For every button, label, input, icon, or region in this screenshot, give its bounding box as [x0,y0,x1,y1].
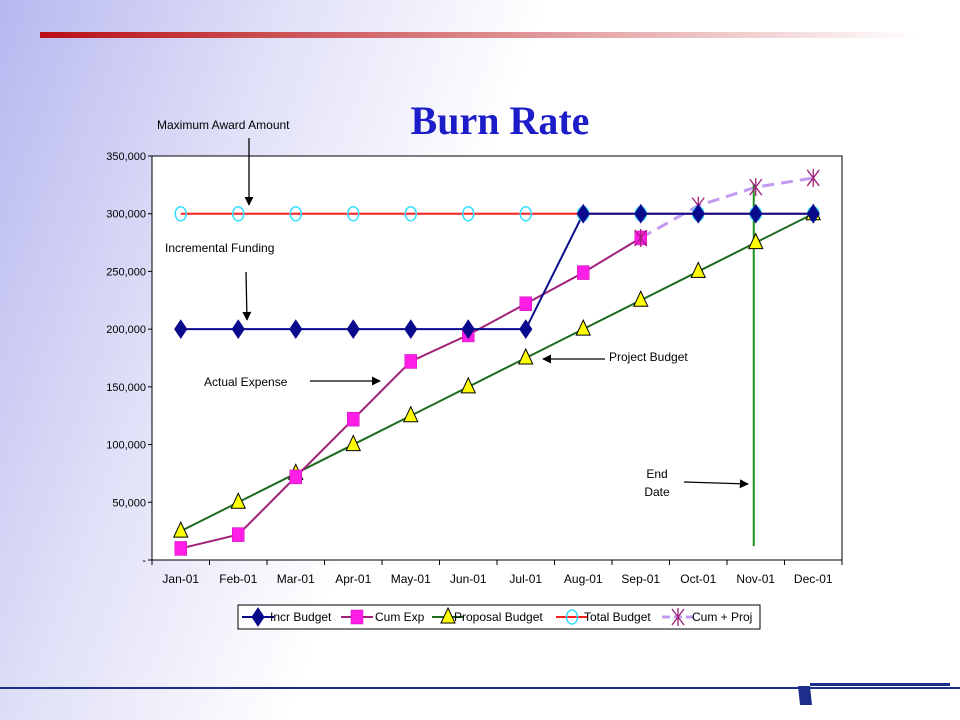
y-tick-label-350000: 350,000 [106,151,146,163]
point-cum-exp-jul-01 [519,296,532,311]
point-cum-proj-sep-01 [634,228,648,247]
point-incr-budget-may-01 [404,319,418,340]
point-proposal-budget-aug-01 [575,318,592,336]
annotation-end-date-line1: End [646,467,667,481]
point-proposal-budget-jun-01 [460,376,477,394]
point-cum-exp-jan-01 [174,541,187,556]
legend-marker-proposal-budget [440,606,456,624]
top-accent-bar [40,32,920,38]
y-tick-label-300000: 300,000 [106,209,146,221]
point-incr-budget-oct-01 [691,203,705,224]
point-incr-budget-aug-01 [576,203,590,224]
y-tick-label-150000: 150,000 [106,382,146,394]
legend-label-proposal-budget: Proposal Budget [454,610,543,624]
arrow-incremental-funding [242,271,252,321]
legend-marker-cum-exp [350,609,364,625]
x-tick-label-oct-01: Oct-01 [680,572,716,586]
slide-title: Burn Rate [411,98,590,143]
legend-label-cum-proj: Cum + Proj [692,610,752,624]
x-tick-label-mar-01: Mar-01 [277,572,315,586]
point-proposal-budget-feb-01 [230,492,247,509]
point-total-budget-apr-01 [347,205,360,222]
legend-marker-total-budget [565,609,579,625]
point-incr-budget-feb-01 [231,319,245,340]
point-proposal-budget-jan-01 [172,520,189,538]
y-axis: - 50,000 100,000 150,000 200,000 250,000 300,0… [106,151,152,567]
x-tick-label-jan-01: Jan-01 [162,572,199,586]
point-incr-budget-jun-01 [461,319,475,340]
series-line-proposal-budget [180,212,814,533]
point-incr-budget-nov-01 [749,203,763,224]
point-proposal-budget-oct-01 [690,261,707,278]
plot-area [151,155,843,561]
point-proposal-budget-sep-01 [632,290,649,307]
y-tick-label-50000: 50,000 [112,497,146,509]
point-cum-exp-feb-01 [232,527,245,542]
x-tick-label-apr-01: Apr-01 [335,572,371,586]
point-incr-budget-jul-01 [519,319,533,340]
x-tick-label-sep-01: Sep-01 [621,572,660,586]
legend-label-total-budget: Total Budget [584,610,651,624]
arrow-end-date [683,479,749,489]
x-tick-label-jul-01: Jul-01 [509,572,542,586]
legend-label-incr-budget: Incr Budget [270,610,332,624]
point-incr-budget-dec-01 [806,203,820,224]
legend-label-cum-exp: Cum Exp [375,610,425,624]
markers-layer [172,168,822,556]
point-incr-budget-mar-01 [289,319,303,340]
point-total-budget-may-01 [404,205,417,222]
point-total-budget-jun-01 [462,205,475,222]
legend-marker-incr-budget [251,607,265,627]
legend-box [237,604,761,630]
bottom-logo-mark [798,683,950,705]
point-total-budget-mar-01 [289,205,302,222]
annotation-max-award: Maximum Award Amount [157,118,290,132]
point-total-budget-jan-01 [174,205,187,222]
annotation-end-date-line2: Date [644,485,670,499]
y-tick-label-0: - [142,555,146,567]
x-tick-label-feb-01: Feb-01 [219,572,257,586]
chart-legend: Incr Budget Cum Exp Proposal Budget Total B… [237,604,761,630]
point-cum-exp-may-01 [404,354,417,369]
x-tick-label-may-01: May-01 [391,572,431,586]
annotation-incremental-funding: Incremental Funding [165,241,274,255]
point-proposal-budget-apr-01 [345,434,362,452]
point-proposal-budget-nov-01 [747,232,764,250]
point-incr-budget-jan-01 [174,319,188,340]
y-tick-label-100000: 100,000 [106,440,146,452]
series-line-incr-budget [180,212,814,331]
x-tick-label-aug-01: Aug-01 [564,572,603,586]
point-proposal-budget-jul-01 [517,347,534,365]
point-total-budget-jul-01 [519,205,532,222]
point-proposal-budget-may-01 [402,405,419,423]
x-tick-label-dec-01: Dec-01 [794,572,833,586]
point-incr-budget-apr-01 [346,319,360,340]
point-cum-exp-apr-01 [347,411,360,427]
point-cum-exp-mar-01 [289,469,302,485]
x-tick-label-jun-01: Jun-01 [450,572,487,586]
annotation-actual-expense: Actual Expense [204,375,288,389]
point-cum-proj-nov-01 [749,178,763,197]
point-total-budget-feb-01 [232,205,245,222]
series-line-cum-proj [640,176,814,240]
point-incr-budget-sep-01 [634,203,648,224]
legend-marker-cum-proj [671,608,685,626]
y-tick-label-200000: 200,000 [106,324,146,336]
x-tick-label-nov-01: Nov-01 [736,572,775,586]
point-cum-exp-aug-01 [577,265,590,280]
annotation-project-budget: Project Budget [609,350,688,364]
point-cum-proj-dec-01 [806,168,820,187]
y-tick-label-250000: 250,000 [106,266,146,278]
x-axis: Jan-01 Feb-01 Mar-01 Apr-01 May-01 Jun-01 Jul-… [151,560,843,586]
